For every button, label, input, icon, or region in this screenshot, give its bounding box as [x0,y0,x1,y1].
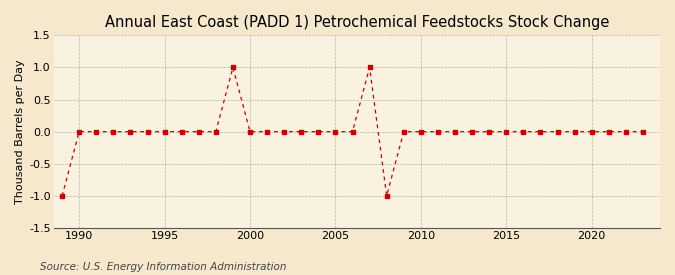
Text: Source: U.S. Energy Information Administration: Source: U.S. Energy Information Administ… [40,262,287,272]
Title: Annual East Coast (PADD 1) Petrochemical Feedstocks Stock Change: Annual East Coast (PADD 1) Petrochemical… [105,15,609,30]
Y-axis label: Thousand Barrels per Day: Thousand Barrels per Day [15,59,25,204]
